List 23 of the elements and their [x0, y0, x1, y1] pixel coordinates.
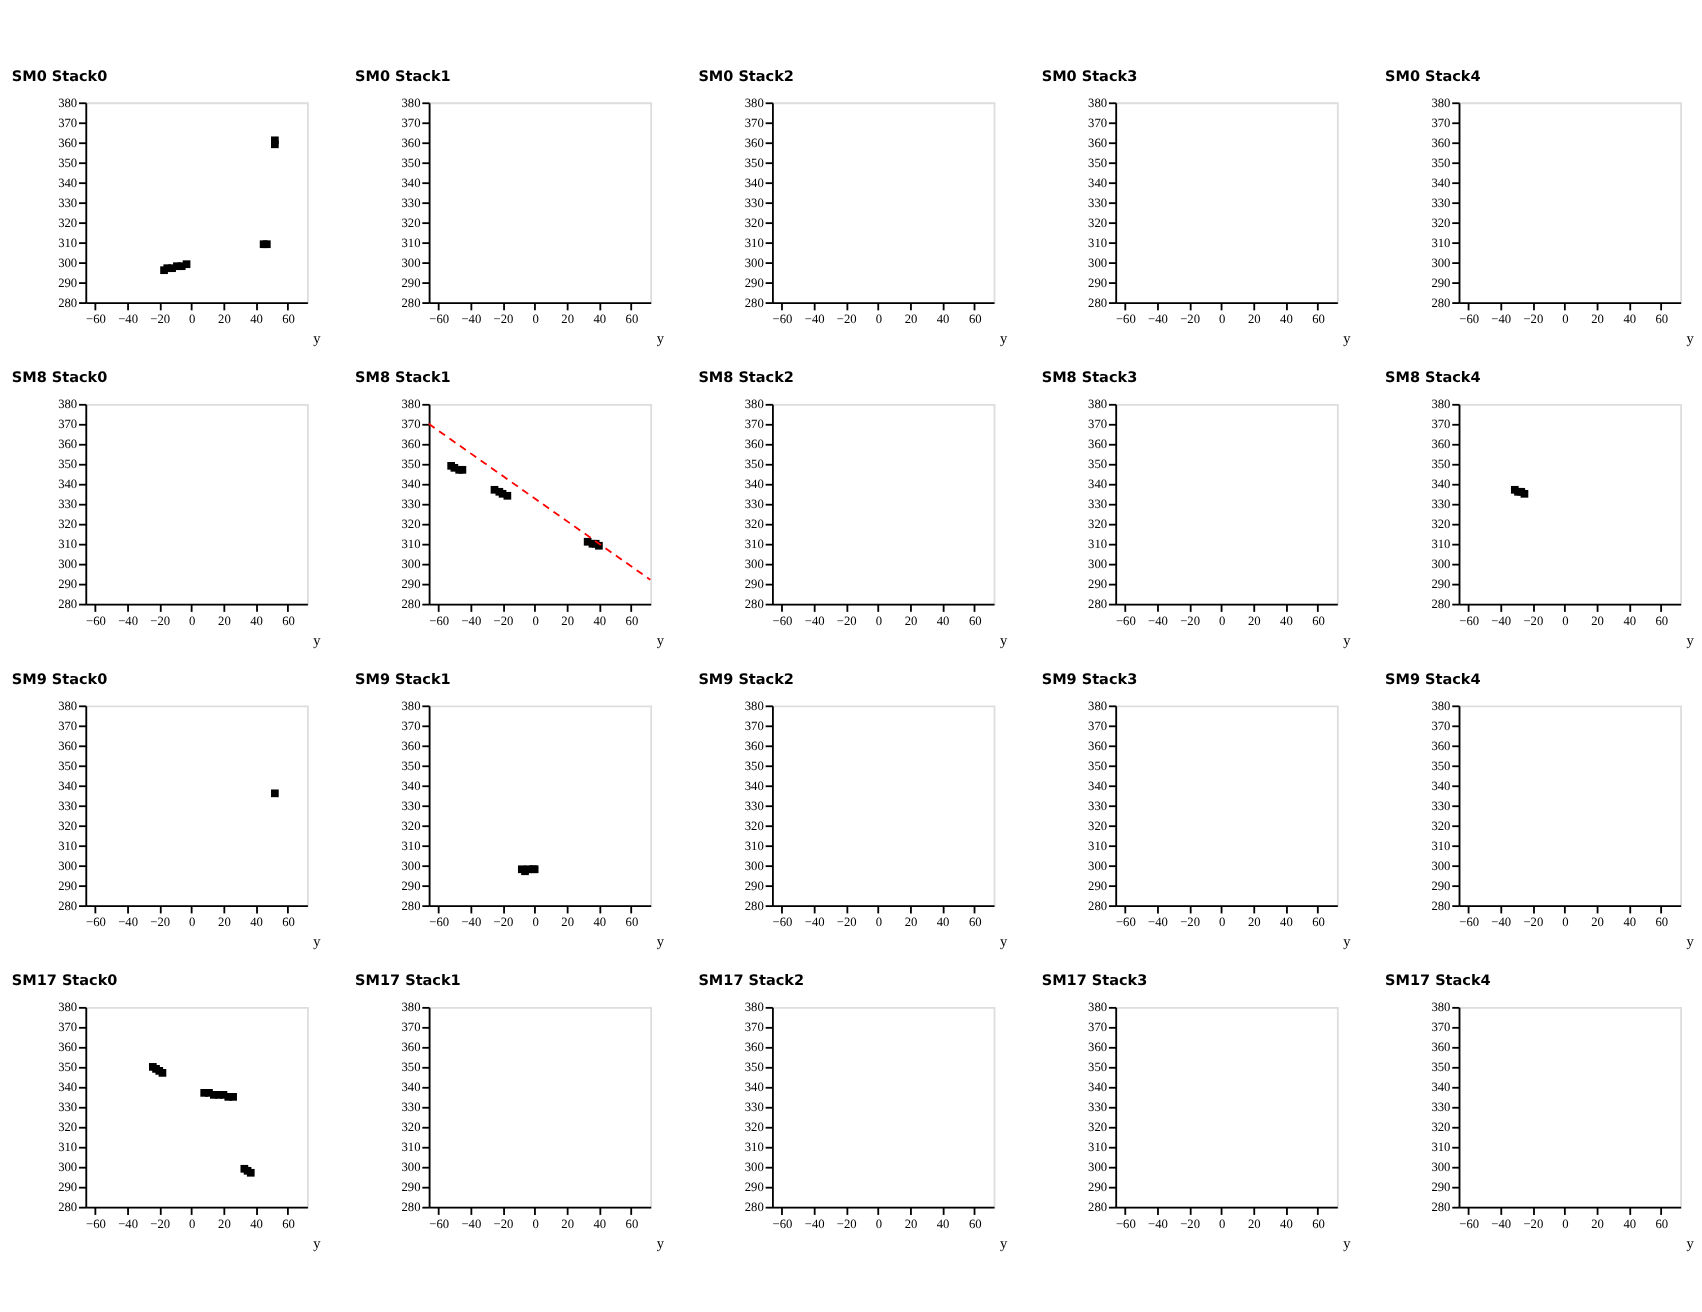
- chart-title: SM0 Stack0: [11, 66, 108, 85]
- chart-title: SM0 Stack3: [1041, 66, 1138, 85]
- chart-title: SM8 Stack4: [1385, 368, 1481, 387]
- point: [503, 491, 512, 500]
- chart-title: SM0 Stack4: [1385, 66, 1481, 85]
- chart-title: SM9 Stack4: [1385, 669, 1481, 688]
- chart-title: SM17 Stack2: [698, 971, 805, 990]
- chart-title: SM8 Stack2: [698, 368, 794, 387]
- chart-title: SM8 Stack0: [11, 368, 108, 387]
- point: [229, 1093, 237, 1101]
- chart-title: SM17 Stack1: [355, 971, 461, 990]
- chart-title: SM9 Stack3: [1041, 669, 1138, 688]
- chart-title: SM17 Stack4: [1385, 971, 1491, 990]
- chart-title: SM17 Stack3: [1041, 971, 1148, 990]
- chart-title: SM17 Stack0: [11, 971, 118, 990]
- chart-title: SM0 Stack1: [355, 66, 451, 85]
- point: [182, 260, 191, 269]
- chart-title: SM9 Stack0: [11, 669, 108, 688]
- chart-title: SM9 Stack1: [355, 669, 451, 688]
- chart-title: SM8 Stack1: [355, 368, 451, 387]
- chart-title: SM8 Stack3: [1041, 368, 1138, 387]
- chart-title: SM9 Stack2: [698, 669, 794, 688]
- chart-title: SM0 Stack2: [698, 66, 794, 85]
